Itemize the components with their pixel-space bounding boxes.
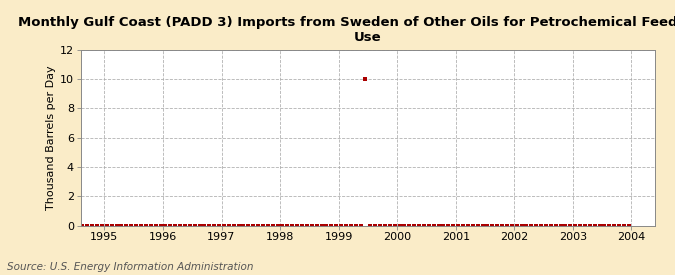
Y-axis label: Thousand Barrels per Day: Thousand Barrels per Day [46,65,56,210]
Title: Monthly Gulf Coast (PADD 3) Imports from Sweden of Other Oils for Petrochemical : Monthly Gulf Coast (PADD 3) Imports from… [18,16,675,44]
Text: Source: U.S. Energy Information Administration: Source: U.S. Energy Information Administ… [7,262,253,272]
